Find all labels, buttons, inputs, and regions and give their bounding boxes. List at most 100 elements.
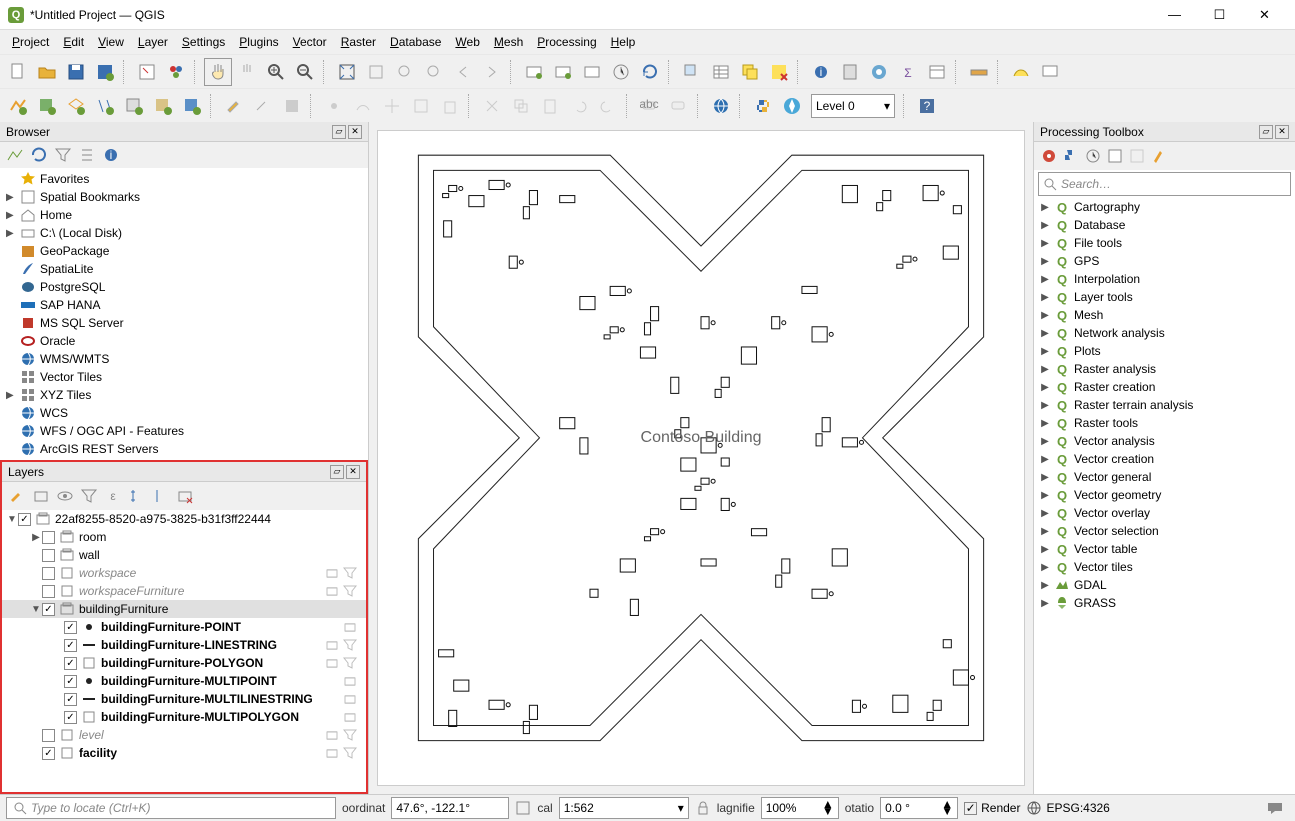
browser-item[interactable]: Favorites xyxy=(0,170,368,188)
deselect-icon[interactable] xyxy=(765,58,793,86)
menu-mesh[interactable]: Mesh xyxy=(488,33,529,51)
browser-item[interactable]: WMS/WMTS xyxy=(0,350,368,368)
stats-icon[interactable]: Σ xyxy=(894,58,922,86)
paste-icon[interactable] xyxy=(536,92,564,120)
menu-edit[interactable]: Edit xyxy=(57,33,90,51)
layer-item[interactable]: workspaceFurniture xyxy=(2,582,366,600)
add-vector-icon[interactable] xyxy=(4,92,32,120)
proc-item[interactable]: ▶QVector analysis xyxy=(1034,432,1295,450)
rot-box[interactable]: 0.0 °▲▼ xyxy=(880,797,958,819)
toolbox-icon[interactable] xyxy=(865,58,893,86)
menu-view[interactable]: View xyxy=(92,33,130,51)
node-tool-icon[interactable] xyxy=(407,92,435,120)
browser-item[interactable]: WCS xyxy=(0,404,368,422)
networkglobe-icon[interactable] xyxy=(707,92,735,120)
coord-box[interactable]: 47.6°, -122.1° xyxy=(391,797,509,819)
redo-icon[interactable] xyxy=(594,92,622,120)
proc-item[interactable]: ▶QVector tiles xyxy=(1034,558,1295,576)
results-icon[interactable] xyxy=(1106,147,1124,165)
proc-item[interactable]: ▶QRaster analysis xyxy=(1034,360,1295,378)
menu-help[interactable]: Help xyxy=(605,33,642,51)
browser-item[interactable]: SAP HANA xyxy=(0,296,368,314)
map-canvas[interactable]: Contoso Building xyxy=(377,130,1025,786)
save-as-icon[interactable] xyxy=(91,58,119,86)
undock-proc-icon[interactable]: ▱ xyxy=(1259,125,1273,139)
locator-input[interactable]: Type to locate (Ctrl+K) xyxy=(6,797,336,819)
zoom-next-icon[interactable] xyxy=(478,58,506,86)
browser-item[interactable]: MS SQL Server xyxy=(0,314,368,332)
new-3d-icon[interactable] xyxy=(549,58,577,86)
style-manager-icon[interactable] xyxy=(162,58,190,86)
add-spatialite-icon[interactable] xyxy=(120,92,148,120)
layer-item[interactable]: ✓facility xyxy=(2,744,366,762)
proc-item[interactable]: ▶QCartography xyxy=(1034,198,1295,216)
options-icon[interactable] xyxy=(1150,147,1168,165)
add-wms-icon[interactable] xyxy=(178,92,206,120)
mag-box[interactable]: 100%▲▼ xyxy=(761,797,839,819)
layer-item[interactable]: ▶room xyxy=(2,528,366,546)
add-raster-icon[interactable] xyxy=(33,92,61,120)
layer-item[interactable]: ✓buildingFurniture-POLYGON xyxy=(2,654,366,672)
measure-icon[interactable] xyxy=(965,58,993,86)
undock-icon[interactable]: ▱ xyxy=(332,125,346,139)
layer-item[interactable]: ▼✓buildingFurniture xyxy=(2,600,366,618)
filter-layers-icon[interactable] xyxy=(80,487,98,505)
browser-item[interactable]: ▶XYZ Tiles xyxy=(0,386,368,404)
pan-icon[interactable] xyxy=(204,58,232,86)
edit-multi-icon[interactable] xyxy=(249,92,277,120)
zoom-layer-icon[interactable] xyxy=(391,58,419,86)
tips-icon[interactable] xyxy=(1007,58,1035,86)
help-icon[interactable]: ? xyxy=(913,92,941,120)
proc-item[interactable]: ▶QRaster tools xyxy=(1034,414,1295,432)
proc-provider[interactable]: ▶GDAL xyxy=(1034,576,1295,594)
add-group-icon[interactable] xyxy=(32,487,50,505)
zoom-last-icon[interactable] xyxy=(449,58,477,86)
undo-icon[interactable] xyxy=(565,92,593,120)
zoom-full-icon[interactable] xyxy=(333,58,361,86)
refresh-browser-icon[interactable] xyxy=(30,146,48,164)
layer-item[interactable]: ✓buildingFurniture-POINT xyxy=(2,618,366,636)
delete-icon[interactable] xyxy=(436,92,464,120)
cut-icon[interactable] xyxy=(478,92,506,120)
zoom-out-icon[interactable] xyxy=(291,58,319,86)
identify-icon[interactable] xyxy=(678,58,706,86)
identify-feat-icon[interactable]: i xyxy=(807,58,835,86)
proc-item[interactable]: ▶QVector selection xyxy=(1034,522,1295,540)
close-panel-icon[interactable]: ✕ xyxy=(348,125,362,139)
open-table-icon[interactable] xyxy=(707,58,735,86)
show-tips-icon[interactable] xyxy=(923,58,951,86)
temporal-icon[interactable] xyxy=(607,58,635,86)
menu-plugins[interactable]: Plugins xyxy=(233,33,284,51)
browser-tree[interactable]: Favorites▶Spatial Bookmarks▶Home▶C:\ (Lo… xyxy=(0,168,368,460)
filter-icon[interactable] xyxy=(54,146,72,164)
level-combo[interactable]: Level 0▾ xyxy=(811,94,895,118)
history-icon[interactable] xyxy=(1084,147,1102,165)
minimize-button[interactable]: — xyxy=(1152,0,1197,30)
layer-item[interactable]: ✓buildingFurniture-MULTIPOLYGON xyxy=(2,708,366,726)
layer-item[interactable]: ✓buildingFurniture-LINESTRING xyxy=(2,636,366,654)
browser-item[interactable]: ▶Home xyxy=(0,206,368,224)
prop-icon[interactable]: i xyxy=(102,146,120,164)
layers-root[interactable]: ▼✓22af8255-8520-a975-3825-b31f3ff22444 xyxy=(2,510,366,528)
browser-item[interactable]: PostgreSQL xyxy=(0,278,368,296)
browser-item[interactable]: ▶C:\ (Local Disk) xyxy=(0,224,368,242)
proc-item[interactable]: ▶QLayer tools xyxy=(1034,288,1295,306)
remove-layer-icon[interactable] xyxy=(176,487,194,505)
layer-item[interactable]: ✓buildingFurniture-MULTIPOINT xyxy=(2,672,366,690)
refresh-icon[interactable] xyxy=(636,58,664,86)
select-features-icon[interactable] xyxy=(736,58,764,86)
browser-item[interactable]: Oracle xyxy=(0,332,368,350)
move-feat-icon[interactable] xyxy=(378,92,406,120)
label-icon[interactable]: abc xyxy=(636,92,664,120)
field-calc-icon[interactable] xyxy=(836,58,864,86)
browser-item[interactable]: SpatiaLite xyxy=(0,260,368,278)
proc-item[interactable]: ▶QVector creation xyxy=(1034,450,1295,468)
browser-item[interactable]: WFS / OGC API - Features xyxy=(0,422,368,440)
menu-settings[interactable]: Settings xyxy=(176,33,231,51)
edit-pencil-icon[interactable] xyxy=(220,92,248,120)
proc-item[interactable]: ▶QVector table xyxy=(1034,540,1295,558)
menu-processing[interactable]: Processing xyxy=(531,33,602,51)
close-proc-icon[interactable]: ✕ xyxy=(1275,125,1289,139)
proc-provider[interactable]: ▶GRASS xyxy=(1034,594,1295,612)
browser-item[interactable]: ArcGIS REST Servers xyxy=(0,440,368,458)
